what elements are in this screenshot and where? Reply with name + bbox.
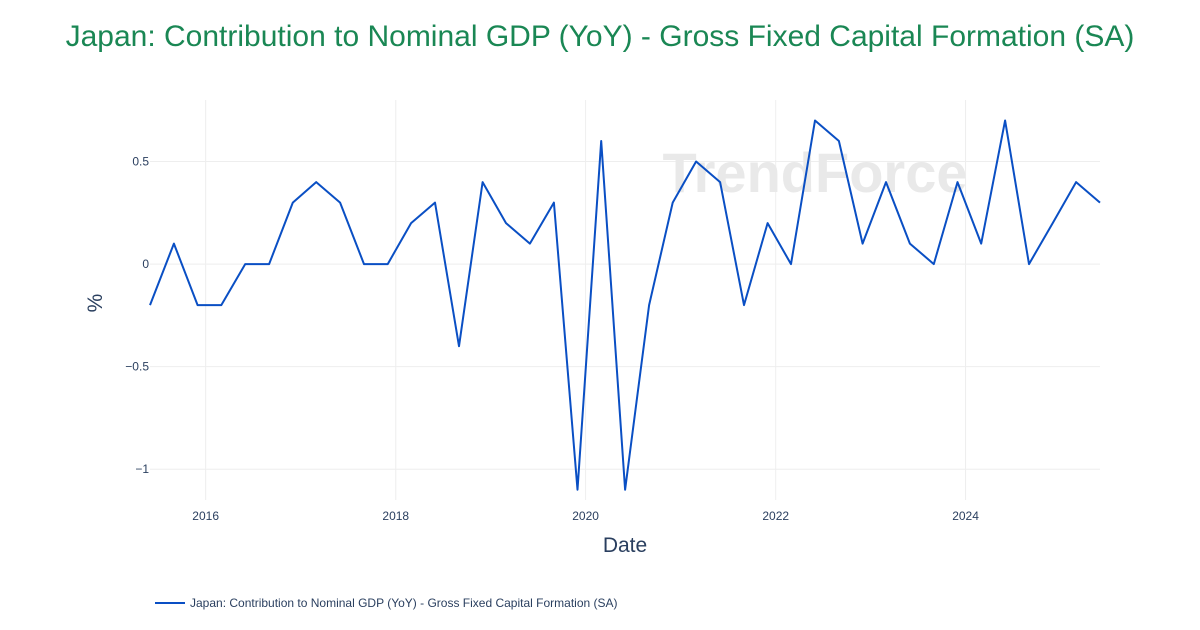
x-axis-title: Date (603, 534, 647, 557)
chart-title: Japan: Contribution to Nominal GDP (YoY)… (65, 20, 1135, 53)
legend-line-swatch (155, 602, 185, 604)
x-tick-label: 2016 (192, 509, 219, 523)
series-line (149, 119, 1101, 491)
y-tick-label: −0.5 (125, 360, 149, 374)
x-tick-label: 2018 (382, 509, 409, 523)
y-axis-title: % (84, 294, 107, 313)
y-axis-ticks: 0.5 0 −0.5 −1 (125, 155, 149, 477)
x-tick-label: 2022 (762, 509, 789, 523)
legend[interactable]: Japan: Contribution to Nominal GDP (YoY)… (155, 596, 618, 610)
legend-label: Japan: Contribution to Nominal GDP (YoY)… (190, 596, 618, 610)
x-tick-label: 2024 (952, 509, 979, 523)
y-tick-label: −1 (135, 462, 149, 476)
x-axis-ticks: 2016 2018 2020 2022 2024 (192, 509, 979, 523)
gridlines (150, 100, 1100, 500)
y-tick-label: 0.5 (132, 155, 149, 169)
watermark-text: TrendForce (663, 141, 968, 204)
y-tick-label: 0 (142, 257, 149, 271)
x-tick-label: 2020 (572, 509, 599, 523)
